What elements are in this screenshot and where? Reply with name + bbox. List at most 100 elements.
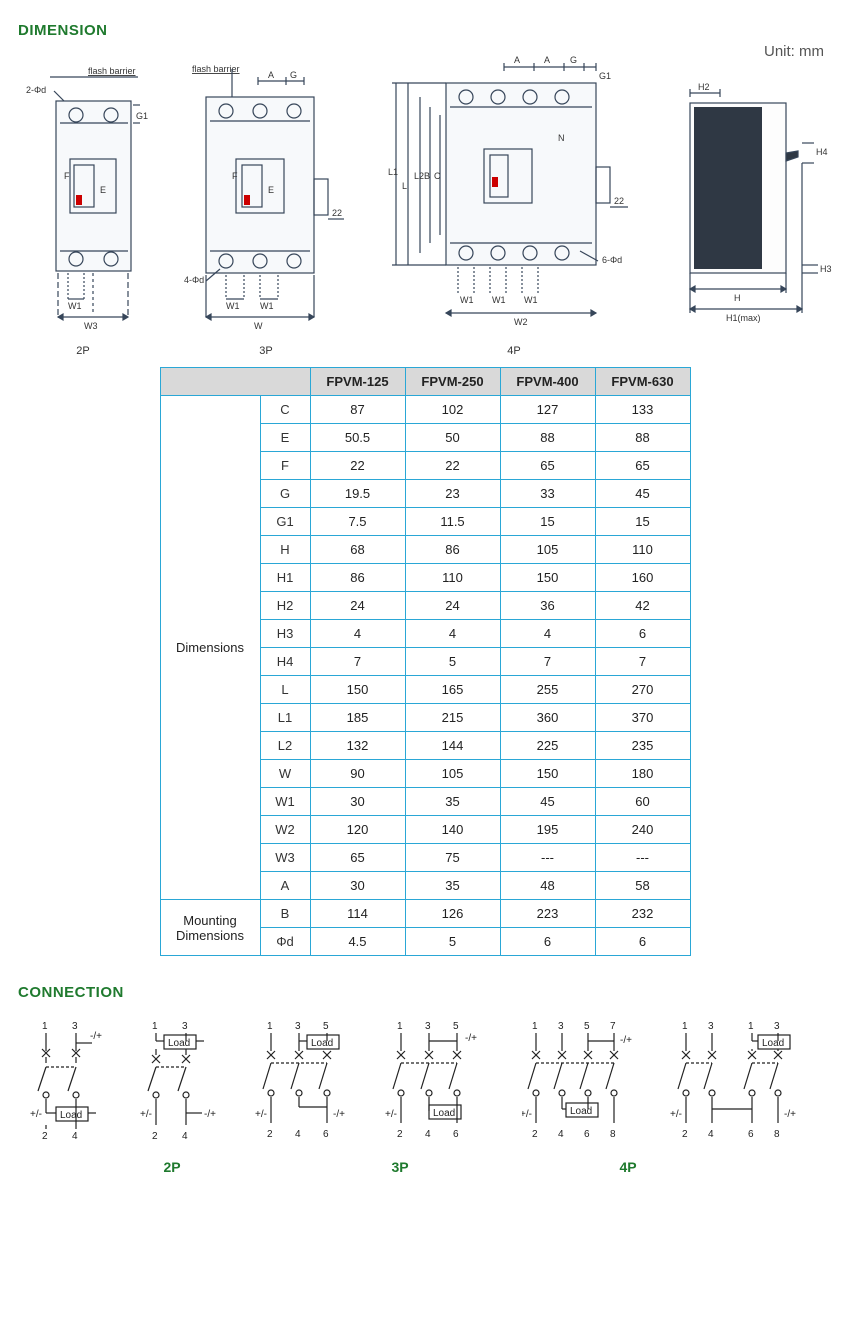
table-row: DimensionsC87102127133 (160, 396, 690, 424)
row-label: C (260, 396, 310, 424)
table-cell: 132 (310, 732, 405, 760)
svg-text:H2: H2 (698, 82, 710, 92)
table-cell: 65 (500, 452, 595, 480)
row-label: H1 (260, 564, 310, 592)
table-cell: 370 (595, 704, 690, 732)
svg-text:W1: W1 (492, 295, 506, 305)
table-cell: 127 (500, 396, 595, 424)
diagram-2p-label: 2P (76, 345, 89, 357)
svg-text:A: A (268, 70, 274, 80)
diagram-side: H2 H4 H3 H H1(max) (672, 79, 832, 357)
svg-text:3: 3 (708, 1021, 714, 1032)
svg-text:+/-: +/- (30, 1109, 42, 1120)
table-cell: 30 (310, 788, 405, 816)
table-cell: 60 (595, 788, 690, 816)
table-header-row: FPVM-125 FPVM-250 FPVM-400 FPVM-630 (160, 368, 690, 396)
diagram-3p-label: 3P (259, 345, 272, 357)
svg-text:4: 4 (425, 1129, 431, 1140)
svg-text:Load: Load (762, 1038, 784, 1049)
table-cell: 270 (595, 676, 690, 704)
table-cell: 6 (500, 928, 595, 956)
table-cell: 90 (310, 760, 405, 788)
table-cell: 180 (595, 760, 690, 788)
svg-text:7: 7 (610, 1021, 616, 1032)
table-cell: 160 (595, 564, 690, 592)
row-label: L2 (260, 732, 310, 760)
svg-text:Load: Load (570, 1106, 592, 1117)
svg-text:+/-: +/- (385, 1109, 397, 1120)
row-label: W1 (260, 788, 310, 816)
table-cell: 120 (310, 816, 405, 844)
table-cell: 195 (500, 816, 595, 844)
svg-text:+/-: +/- (140, 1109, 152, 1120)
table-cell: 7 (595, 648, 690, 676)
table-cell: 4 (405, 620, 500, 648)
row-label: W2 (260, 816, 310, 844)
svg-text:8: 8 (774, 1129, 780, 1140)
table-cell: 110 (595, 536, 690, 564)
svg-text:1: 1 (152, 1021, 158, 1032)
svg-text:2: 2 (682, 1129, 688, 1140)
table-cell: 235 (595, 732, 690, 760)
section-title-dimension: DIMENSION (18, 22, 832, 39)
svg-text:6: 6 (323, 1129, 329, 1140)
svg-text:N: N (558, 133, 565, 143)
table-cell: 150 (500, 760, 595, 788)
diagram-4p-label: 4P (507, 345, 520, 357)
table-cell: 360 (500, 704, 595, 732)
table-cell: 114 (310, 900, 405, 928)
table-cell: 65 (595, 452, 690, 480)
svg-text:5: 5 (584, 1021, 590, 1032)
svg-text:W2: W2 (514, 317, 528, 327)
table-col-header: FPVM-125 (310, 368, 405, 396)
svg-text:8: 8 (610, 1129, 616, 1140)
table-cell: 126 (405, 900, 500, 928)
svg-text:-/+: -/+ (333, 1109, 345, 1120)
section-title-connection: CONNECTION (18, 984, 832, 1001)
svg-text:W: W (254, 321, 263, 331)
row-label: G (260, 480, 310, 508)
connection-2p: 1 3 -/+ Load +/- 2 4 1 3 Load (28, 1017, 238, 1147)
svg-text:W1: W1 (260, 301, 274, 311)
svg-text:flash barrier: flash barrier (88, 66, 136, 76)
table-cell: 105 (500, 536, 595, 564)
connection-3p: 1 3 5 Load +/- -/+ 2 4 6 1 (255, 1017, 505, 1147)
row-label: W (260, 760, 310, 788)
row-label: Φd (260, 928, 310, 956)
svg-text:H: H (734, 293, 741, 303)
connection-labels: 2P 3P 4P (18, 1159, 832, 1175)
svg-text:4: 4 (72, 1131, 78, 1142)
connection-label-2p: 2P (163, 1159, 180, 1175)
svg-text:Load: Load (311, 1038, 333, 1049)
diagram-3p: flash barrier A G F E 22 (176, 59, 356, 357)
dimensions-table: FPVM-125 FPVM-250 FPVM-400 FPVM-630 Dime… (160, 367, 691, 956)
svg-text:3: 3 (774, 1021, 780, 1032)
table-cell: 6 (595, 928, 690, 956)
svg-text:-/+: -/+ (465, 1033, 477, 1044)
table-cell: 50.5 (310, 424, 405, 452)
table-cell: 65 (310, 844, 405, 872)
svg-text:A: A (514, 55, 520, 65)
svg-text:22: 22 (614, 196, 624, 206)
table-cell: 11.5 (405, 508, 500, 536)
table-cell: 19.5 (310, 480, 405, 508)
svg-text:5: 5 (453, 1021, 459, 1032)
svg-text:F: F (64, 171, 70, 181)
svg-text:W3: W3 (84, 321, 98, 331)
table-cell: 7 (310, 648, 405, 676)
table-cell: 24 (405, 592, 500, 620)
table-cell: 58 (595, 872, 690, 900)
table-cell: 110 (405, 564, 500, 592)
svg-text:3: 3 (295, 1021, 301, 1032)
table-cell: --- (595, 844, 690, 872)
table-cell: 4.5 (310, 928, 405, 956)
svg-text:2: 2 (532, 1129, 538, 1140)
svg-text:4: 4 (182, 1131, 188, 1142)
svg-text:1: 1 (42, 1021, 48, 1032)
table-col-header: FPVM-400 (500, 368, 595, 396)
svg-text:F: F (232, 171, 238, 181)
svg-text:+/-: +/- (522, 1109, 532, 1120)
table-cell: 133 (595, 396, 690, 424)
table-cell: 42 (595, 592, 690, 620)
table-corner (160, 368, 310, 396)
